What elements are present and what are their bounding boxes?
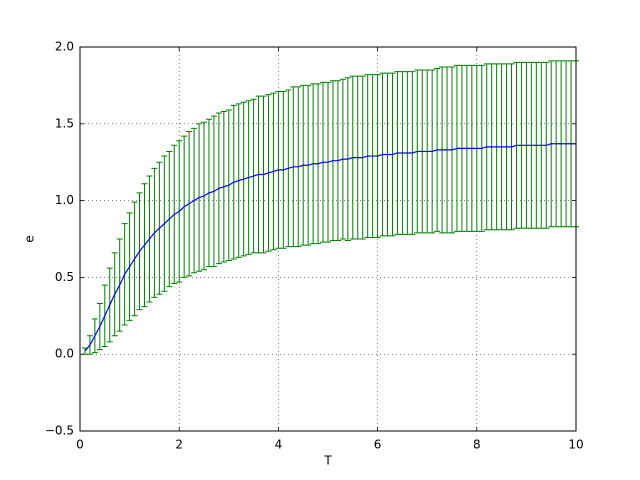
- y-tick-label: 1.0: [55, 193, 74, 207]
- y-tick-label: −0.5: [45, 424, 74, 438]
- y-tick-label: 1.5: [55, 116, 74, 130]
- x-tick-label: 2: [175, 438, 183, 452]
- x-tick-label: 4: [275, 438, 283, 452]
- y-tick-label: 0.5: [55, 270, 74, 284]
- y-tick-label: 2.0: [55, 40, 74, 54]
- y-tick-label: 0.0: [55, 347, 74, 361]
- x-tick-label: 6: [374, 438, 382, 452]
- plot-area: [81, 60, 579, 355]
- axes-frame: [79, 46, 577, 432]
- y-axis-label: e: [23, 235, 37, 242]
- line: [84, 143, 576, 352]
- x-tick-label: 0: [76, 438, 84, 452]
- x-tick-label: 8: [473, 438, 481, 452]
- x-tick-label: 10: [568, 438, 583, 452]
- x-axis-label: T: [323, 454, 332, 468]
